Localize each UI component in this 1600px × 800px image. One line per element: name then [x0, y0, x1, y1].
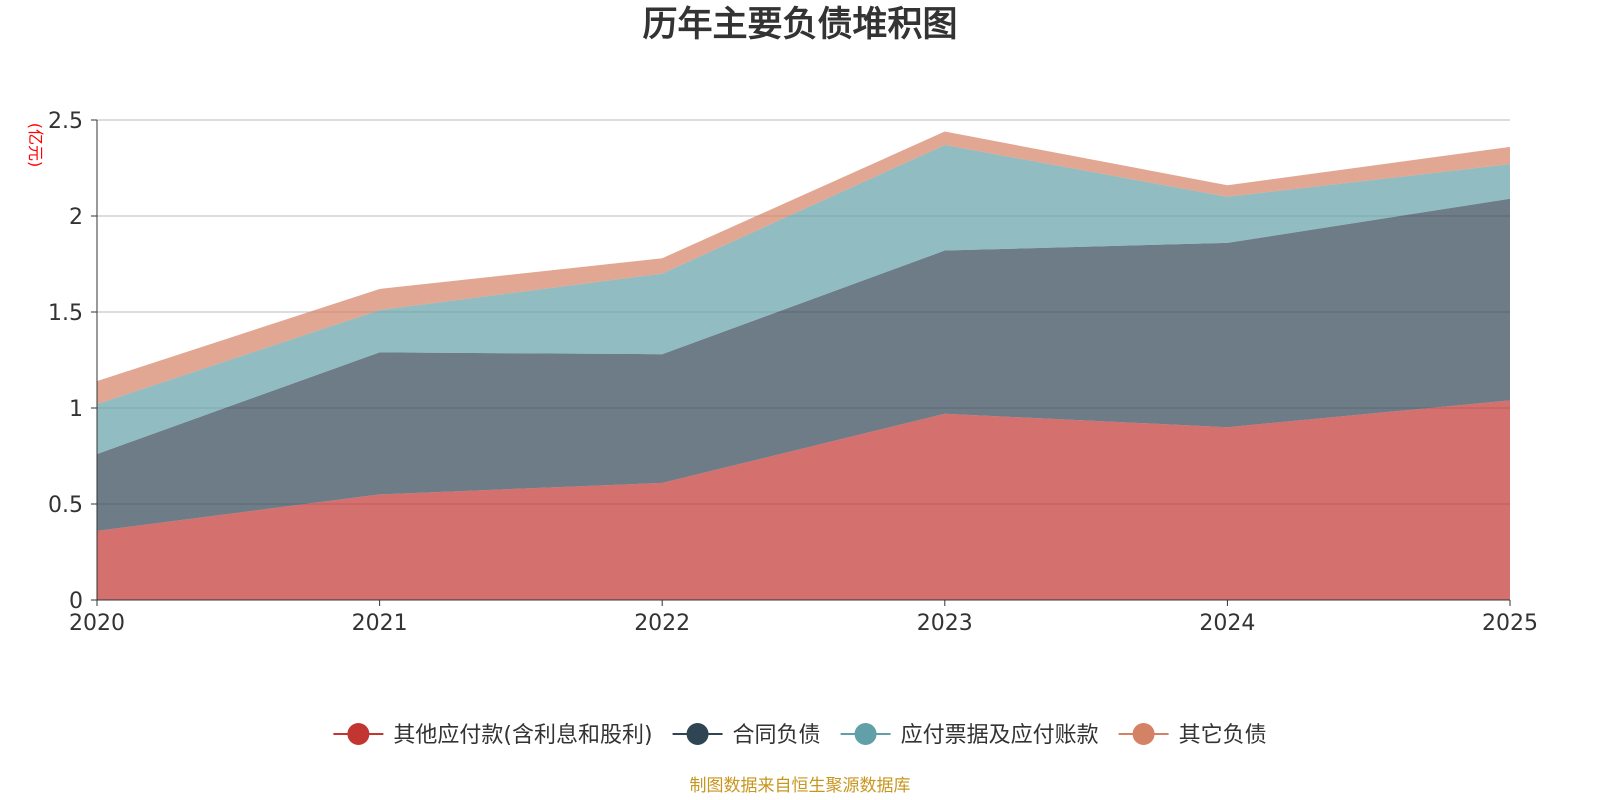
x-tick-label: 2025 [1482, 611, 1538, 636]
legend-circle-marker [1132, 723, 1155, 745]
y-tick-label: 2 [69, 205, 83, 230]
x-tick-label: 2021 [352, 611, 408, 636]
x-tick-label: 2022 [634, 611, 690, 636]
legend-label: 应付票据及应付账款 [901, 723, 1099, 748]
y-tick-label: 2.5 [48, 109, 83, 134]
legend-label: 其他应付款(含利息和股利) [393, 723, 652, 748]
axes: 0 0.5 1 1.5 2 2.5 2020 2021 2022 2023 2024 2025 [48, 109, 1538, 636]
x-tick-label: 2020 [69, 611, 125, 636]
legend-label: 其它负债 [1179, 723, 1267, 748]
legend-item[interactable]: 合同负债 [672, 723, 821, 748]
legend-circle-marker [854, 723, 877, 745]
legend-label: 合同负债 [733, 723, 821, 748]
area-series[interactable] [97, 198, 1510, 531]
legend-circle-marker [686, 723, 709, 745]
legend-item[interactable]: 其它负债 [1118, 723, 1267, 748]
legend[interactable]: 其他应付款(含利息和股利) 合同负债 应付票据及应付账款 其它负债 [333, 723, 1267, 748]
y-tick-label: 0 [69, 589, 83, 614]
data-source-note: 制图数据来自恒生聚源数据库 [690, 776, 911, 796]
area-series[interactable] [97, 144, 1510, 455]
legend-item[interactable]: 应付票据及应付账款 [840, 723, 1099, 748]
x-tick-label: 2023 [917, 611, 973, 636]
x-tick-label: 2024 [1199, 611, 1255, 636]
area-series-layer [97, 131, 1510, 600]
y-tick-label: 1.5 [48, 301, 83, 326]
y-tick-label: 1 [69, 397, 83, 422]
area-series[interactable] [97, 400, 1510, 600]
legend-item[interactable]: 其他应付款(含利息和股利) [333, 723, 653, 748]
chart-title: 历年主要负债堆积图 [642, 5, 957, 45]
legend-circle-marker [347, 723, 370, 745]
y-axis-unit-label: (亿元) [26, 123, 45, 168]
y-tick-label: 0.5 [48, 493, 83, 518]
